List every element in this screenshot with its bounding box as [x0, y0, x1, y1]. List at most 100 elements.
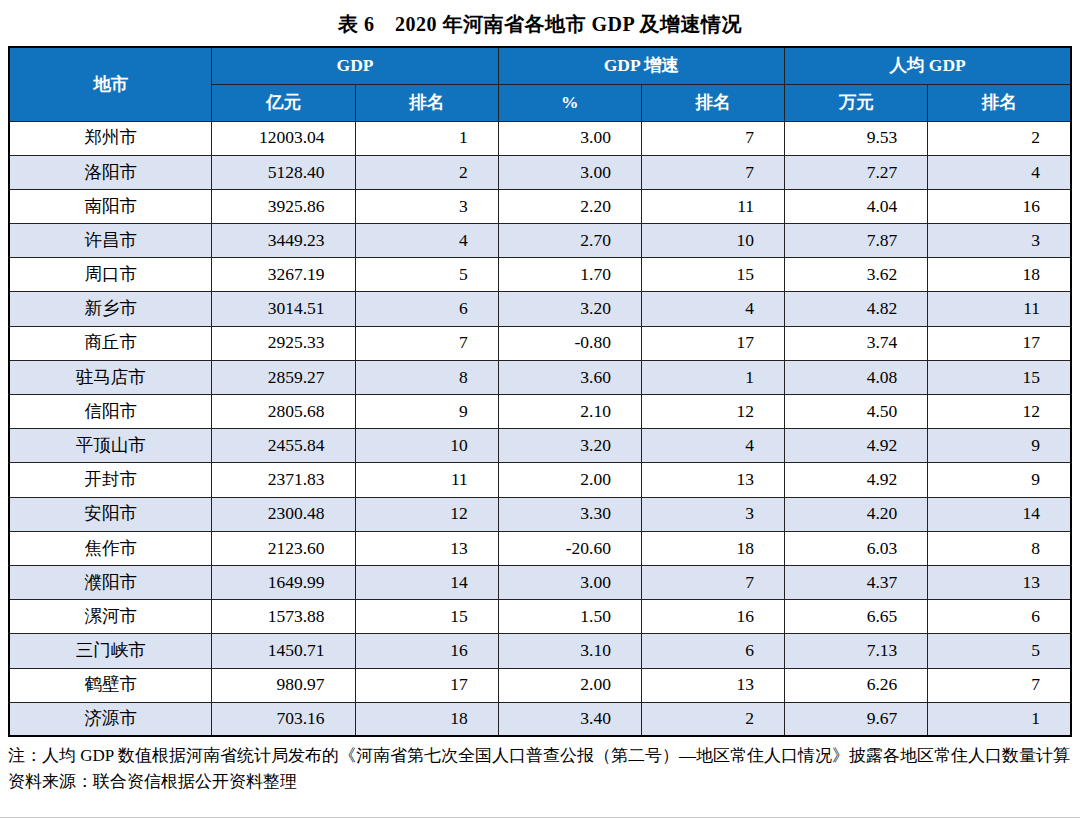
- table-notes: 注：人均 GDP 数值根据河南省统计局发布的《河南省第七次全国人口普查公报（第二…: [8, 743, 1072, 794]
- value-cell: 7: [928, 668, 1071, 702]
- city-name-cell: 郑州市: [9, 121, 212, 155]
- value-cell: 4.20: [785, 497, 928, 531]
- value-cell: 8: [928, 531, 1071, 565]
- value-cell: 980.97: [212, 668, 355, 702]
- col-header-growth-rank: 排名: [641, 84, 784, 121]
- value-cell: 4: [641, 292, 784, 326]
- value-cell: 11: [928, 292, 1071, 326]
- table-row: 三门峡市1450.71163.1067.135: [9, 634, 1071, 668]
- table-row: 洛阳市5128.4023.0077.274: [9, 155, 1071, 189]
- value-cell: 4.92: [785, 429, 928, 463]
- value-cell: 2805.68: [212, 395, 355, 429]
- city-name-cell: 洛阳市: [9, 155, 212, 189]
- value-cell: 3.40: [498, 702, 641, 736]
- col-header-growth-value: %: [498, 84, 641, 121]
- value-cell: 9: [928, 429, 1071, 463]
- value-cell: 14: [355, 565, 498, 599]
- value-cell: 4.82: [785, 292, 928, 326]
- value-cell: 1: [928, 702, 1071, 736]
- value-cell: 13: [641, 668, 784, 702]
- city-name-cell: 驻马店市: [9, 360, 212, 394]
- table-header: 地市 GDP GDP 增速 人均 GDP 亿元 排名 % 排名 万元 排名: [9, 47, 1071, 121]
- value-cell: 3.60: [498, 360, 641, 394]
- value-cell: 15: [928, 360, 1071, 394]
- value-cell: 4: [355, 224, 498, 258]
- value-cell: 14: [928, 497, 1071, 531]
- city-name-cell: 平顶山市: [9, 429, 212, 463]
- value-cell: 4.08: [785, 360, 928, 394]
- col-header-per-capita-gdp: 人均 GDP: [785, 47, 1071, 84]
- value-cell: 3449.23: [212, 224, 355, 258]
- value-cell: 3925.86: [212, 189, 355, 223]
- header-row-groups: 地市 GDP GDP 增速 人均 GDP: [9, 47, 1071, 84]
- col-header-percapita-rank: 排名: [928, 84, 1071, 121]
- value-cell: 3.20: [498, 429, 641, 463]
- table-row: 新乡市3014.5163.2044.8211: [9, 292, 1071, 326]
- value-cell: 7: [641, 121, 784, 155]
- value-cell: 9: [355, 395, 498, 429]
- value-cell: -20.60: [498, 531, 641, 565]
- value-cell: 9.53: [785, 121, 928, 155]
- city-name-cell: 鹤壁市: [9, 668, 212, 702]
- gdp-table: 地市 GDP GDP 增速 人均 GDP 亿元 排名 % 排名 万元 排名 郑州…: [8, 46, 1072, 737]
- value-cell: 13: [641, 463, 784, 497]
- table-row: 郑州市12003.0413.0079.532: [9, 121, 1071, 155]
- value-cell: 3: [355, 189, 498, 223]
- table-body: 郑州市12003.0413.0079.532洛阳市5128.4023.0077.…: [9, 121, 1071, 736]
- value-cell: 16: [355, 634, 498, 668]
- page-bottom-rule: [0, 817, 1080, 818]
- table-row: 驻马店市2859.2783.6014.0815: [9, 360, 1071, 394]
- value-cell: 7.27: [785, 155, 928, 189]
- value-cell: 3: [928, 224, 1071, 258]
- value-cell: 3.00: [498, 121, 641, 155]
- note-data-source: 资料来源：联合资信根据公开资料整理: [8, 769, 1072, 795]
- value-cell: 17: [928, 326, 1071, 360]
- value-cell: 5: [355, 258, 498, 292]
- city-name-cell: 安阳市: [9, 497, 212, 531]
- value-cell: 6.26: [785, 668, 928, 702]
- value-cell: 4.92: [785, 463, 928, 497]
- value-cell: 11: [641, 189, 784, 223]
- city-name-cell: 焦作市: [9, 531, 212, 565]
- value-cell: 10: [641, 224, 784, 258]
- value-cell: 6: [641, 634, 784, 668]
- value-cell: 3.62: [785, 258, 928, 292]
- city-name-cell: 开封市: [9, 463, 212, 497]
- value-cell: 2: [928, 121, 1071, 155]
- value-cell: 5: [928, 634, 1071, 668]
- value-cell: 1573.88: [212, 600, 355, 634]
- value-cell: 7.87: [785, 224, 928, 258]
- table-row: 鹤壁市980.97172.00136.267: [9, 668, 1071, 702]
- value-cell: 12: [355, 497, 498, 531]
- value-cell: -0.80: [498, 326, 641, 360]
- value-cell: 7: [355, 326, 498, 360]
- value-cell: 8: [355, 360, 498, 394]
- table-row: 焦作市2123.6013-20.60186.038: [9, 531, 1071, 565]
- value-cell: 12: [641, 395, 784, 429]
- value-cell: 10: [355, 429, 498, 463]
- value-cell: 3267.19: [212, 258, 355, 292]
- table-row: 周口市3267.1951.70153.6218: [9, 258, 1071, 292]
- value-cell: 2: [355, 155, 498, 189]
- value-cell: 2925.33: [212, 326, 355, 360]
- value-cell: 1649.99: [212, 565, 355, 599]
- col-header-gdp-value: 亿元: [212, 84, 355, 121]
- value-cell: 2300.48: [212, 497, 355, 531]
- table-row: 南阳市3925.8632.20114.0416: [9, 189, 1071, 223]
- value-cell: 3.10: [498, 634, 641, 668]
- value-cell: 2371.83: [212, 463, 355, 497]
- value-cell: 5128.40: [212, 155, 355, 189]
- table-row: 濮阳市1649.99143.0074.3713: [9, 565, 1071, 599]
- city-name-cell: 新乡市: [9, 292, 212, 326]
- value-cell: 2123.60: [212, 531, 355, 565]
- value-cell: 703.16: [212, 702, 355, 736]
- city-name-cell: 信阳市: [9, 395, 212, 429]
- value-cell: 6: [355, 292, 498, 326]
- value-cell: 2.70: [498, 224, 641, 258]
- value-cell: 4: [641, 429, 784, 463]
- value-cell: 6: [928, 600, 1071, 634]
- value-cell: 15: [641, 258, 784, 292]
- city-name-cell: 周口市: [9, 258, 212, 292]
- value-cell: 1450.71: [212, 634, 355, 668]
- col-header-percapita-value: 万元: [785, 84, 928, 121]
